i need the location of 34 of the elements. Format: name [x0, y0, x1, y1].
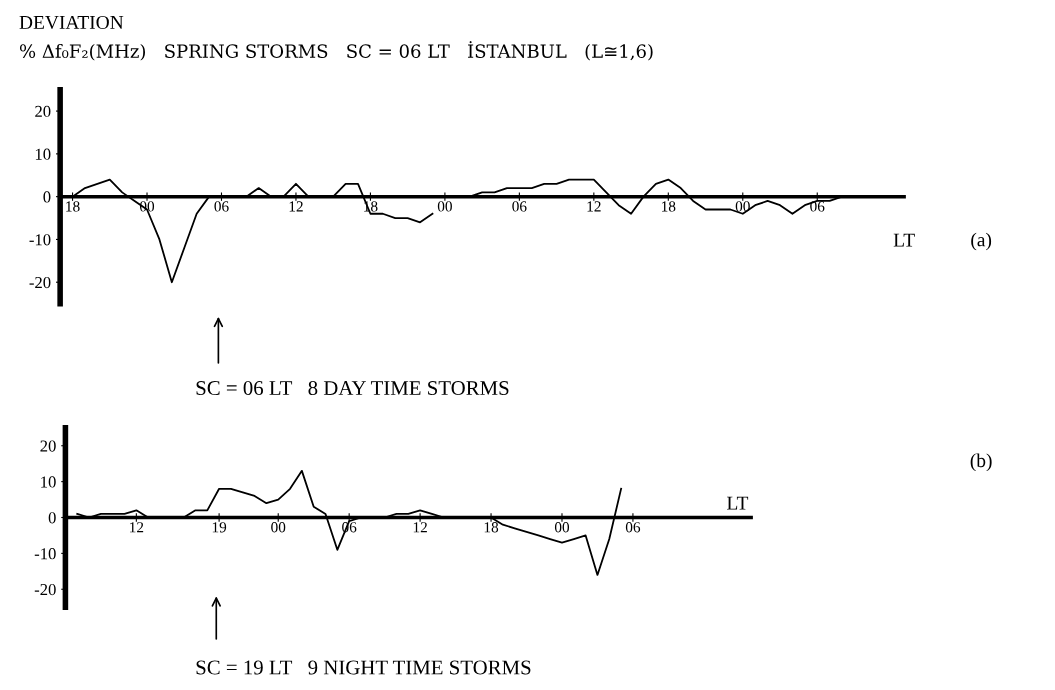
text: (b) [970, 453, 992, 472]
x-axis-title: LT [727, 496, 749, 510]
x-tick-label: 19 [212, 522, 227, 533]
text: SC = 06 LT 8 DAY TIME STORMS [196, 381, 509, 396]
x-tick-label: 12 [587, 201, 601, 212]
y-tick-label: -20 [34, 583, 56, 596]
x-tick-label: 12 [289, 201, 303, 212]
y-tick-label: 10 [35, 148, 51, 160]
x-tick-label: 12 [130, 522, 144, 533]
x-tick-label: 06 [625, 522, 641, 533]
y-tick-label: -20 [29, 276, 51, 289]
x-tick-label: 06 [214, 201, 229, 212]
x-tick-label: 18 [66, 201, 80, 212]
chart-subtitle: % Δf₀F₂(MHz) SPRING STORMS SC = 06 LT İSTANBUL (L≅1,6) [19, 41, 653, 61]
y-tick-label: 10 [41, 476, 56, 488]
x-tick-label: 06 [810, 201, 825, 212]
y-tick-label: 0 [48, 512, 56, 524]
y-tick-label: -10 [29, 234, 51, 246]
x-tick-label: 00 [437, 201, 452, 212]
y-tick-label: 0 [43, 191, 51, 203]
x-tick-label: 06 [512, 201, 527, 212]
y-tick-label: 20 [35, 105, 51, 118]
x-tick-label: 00 [271, 522, 286, 533]
y-tick-label: 20 [40, 440, 56, 452]
x-tick-label: 00 [735, 201, 750, 212]
chart-title: DEVIATION [19, 15, 124, 30]
x-axis-title: LT [893, 233, 915, 247]
text: (a) [971, 232, 992, 251]
x-tick-label: 00 [554, 522, 570, 533]
y-tick-label: -10 [34, 548, 56, 560]
x-tick-label: 12 [413, 522, 427, 533]
x-tick-label: 18 [662, 201, 676, 212]
x-tick-label: 18 [484, 522, 499, 533]
text: SC = 19 LT 9 NIGHT TIME STORMS [196, 660, 531, 675]
